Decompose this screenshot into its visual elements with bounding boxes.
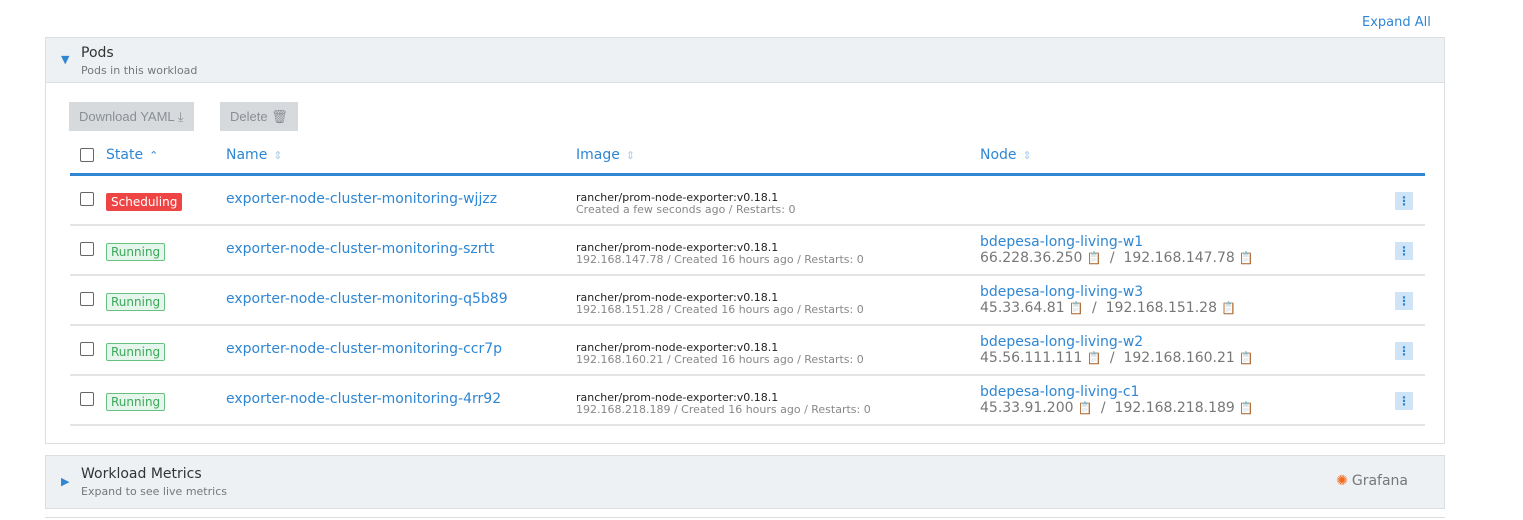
public-ip: 66.228.36.250 xyxy=(980,250,1083,266)
sort-icon: ⇕ xyxy=(273,149,283,162)
image-name: rancher/prom-node-exporter:v0.18.1 xyxy=(576,291,779,304)
row-checkbox[interactable] xyxy=(80,392,94,406)
table-row: Running exporter-node-cluster-monitoring… xyxy=(70,276,1425,326)
pods-panel-header[interactable]: ▼ Pods Pods in this workload xyxy=(46,38,1444,83)
copy-icon[interactable]: 📋 xyxy=(1068,301,1084,315)
pod-name-link[interactable]: exporter-node-cluster-monitoring-ccr7p xyxy=(226,341,503,357)
row-actions-button[interactable]: ⋮ xyxy=(1395,242,1413,260)
node-link[interactable]: bdepesa-long-living-w1 xyxy=(980,234,1144,250)
caret-right-icon[interactable]: ▶ xyxy=(61,475,70,488)
private-ip: 192.168.160.21 xyxy=(1123,350,1235,366)
sort-icon: ⌃ xyxy=(149,149,159,162)
delete-label: Delete xyxy=(230,109,268,124)
state-header-label: State xyxy=(106,147,144,163)
download-yaml-button[interactable]: Download YAML ⤓ xyxy=(69,102,194,131)
sort-icon: ⇕ xyxy=(625,149,636,162)
pod-detail: 192.168.147.78 / Created 16 hours ago / … xyxy=(576,253,864,266)
workload-metrics-panel: ▶ Workload Metrics Expand to see live me… xyxy=(45,455,1445,509)
node-ips: 45.33.64.81 📋 / 192.168.151.28 📋 xyxy=(980,300,1236,316)
row-actions-button[interactable]: ⋮ xyxy=(1395,392,1413,410)
image-name: rancher/prom-node-exporter:v0.18.1 xyxy=(576,391,779,404)
metrics-panel-header[interactable]: ▶ Workload Metrics Expand to see live me… xyxy=(46,456,1444,508)
status-badge: Scheduling xyxy=(106,193,183,211)
private-ip: 192.168.218.189 xyxy=(1114,400,1235,416)
panel-title: Pods xyxy=(81,45,114,61)
download-icon: ⤓ xyxy=(177,109,184,124)
row-actions-button[interactable]: ⋮ xyxy=(1395,192,1413,210)
download-yaml-label: Download YAML xyxy=(79,109,175,124)
image-name: rancher/prom-node-exporter:v0.18.1 xyxy=(576,191,779,204)
status-badge: Running xyxy=(106,243,166,261)
sort-icon: ⇕ xyxy=(1022,149,1032,162)
table-row: Running exporter-node-cluster-monitoring… xyxy=(70,376,1425,426)
image-header-label: Image xyxy=(576,147,620,163)
expand-all-link[interactable]: Expand All xyxy=(1362,15,1431,30)
name-header-label: Name xyxy=(226,147,268,163)
table-row: Running exporter-node-cluster-monitoring… xyxy=(70,226,1425,276)
status-badge: Running xyxy=(106,393,166,411)
node-link[interactable]: bdepesa-long-living-c1 xyxy=(980,384,1140,400)
node-ips: 45.56.111.111 📋 / 192.168.160.21 📋 xyxy=(980,350,1254,366)
panel-subtitle: Expand to see live metrics xyxy=(81,485,227,498)
divider xyxy=(45,517,1445,518)
node-link[interactable]: bdepesa-long-living-w3 xyxy=(980,284,1144,300)
header-divider xyxy=(70,173,1425,176)
copy-icon[interactable]: 📋 xyxy=(1238,401,1254,415)
private-ip: 192.168.151.28 xyxy=(1105,300,1217,316)
pod-detail: Created a few seconds ago / Restarts: 0 xyxy=(576,203,796,216)
copy-icon[interactable]: 📋 xyxy=(1220,301,1236,315)
delete-button[interactable]: Delete 🗑 xyxy=(220,102,298,131)
public-ip: 45.33.64.81 xyxy=(980,300,1065,316)
status-badge: Running xyxy=(106,343,166,361)
column-header-state[interactable]: State ⌃ xyxy=(106,147,158,163)
row-checkbox[interactable] xyxy=(80,342,94,356)
public-ip: 45.56.111.111 xyxy=(980,350,1083,366)
grafana-icon: ✺ xyxy=(1336,473,1348,489)
node-ips: 45.33.91.200 📋 / 192.168.218.189 📋 xyxy=(980,400,1254,416)
row-actions-button[interactable]: ⋮ xyxy=(1395,342,1413,360)
row-checkbox[interactable] xyxy=(80,192,94,206)
public-ip: 45.33.91.200 xyxy=(980,400,1074,416)
copy-icon[interactable]: 📋 xyxy=(1086,251,1102,265)
trash-icon: 🗑 xyxy=(271,109,288,124)
pod-detail: 192.168.218.189 / Created 16 hours ago /… xyxy=(576,403,871,416)
copy-icon[interactable]: 📋 xyxy=(1086,351,1102,365)
pod-detail: 192.168.151.28 / Created 16 hours ago / … xyxy=(576,303,864,316)
panel-title: Workload Metrics xyxy=(81,466,202,482)
image-name: rancher/prom-node-exporter:v0.18.1 xyxy=(576,341,779,354)
row-actions-button[interactable]: ⋮ xyxy=(1395,292,1413,310)
copy-icon[interactable]: 📋 xyxy=(1238,351,1254,365)
pod-name-link[interactable]: exporter-node-cluster-monitoring-4rr92 xyxy=(226,391,502,407)
grafana-link[interactable]: ✺ Grafana xyxy=(1336,473,1408,489)
caret-down-icon[interactable]: ▼ xyxy=(61,53,70,66)
column-header-name[interactable]: Name ⇕ xyxy=(226,147,283,163)
table-row: Running exporter-node-cluster-monitoring… xyxy=(70,326,1425,376)
private-ip: 192.168.147.78 xyxy=(1123,250,1235,266)
pod-detail: 192.168.160.21 / Created 16 hours ago / … xyxy=(576,353,864,366)
node-link[interactable]: bdepesa-long-living-w2 xyxy=(980,334,1144,350)
status-badge: Running xyxy=(106,293,166,311)
panel-subtitle: Pods in this workload xyxy=(81,64,198,77)
row-checkbox[interactable] xyxy=(80,242,94,256)
pod-name-link[interactable]: exporter-node-cluster-monitoring-szrtt xyxy=(226,241,495,257)
copy-icon[interactable]: 📋 xyxy=(1238,251,1254,265)
copy-icon[interactable]: 📋 xyxy=(1077,401,1093,415)
pods-panel: ▼ Pods Pods in this workload Download YA… xyxy=(45,37,1445,444)
column-header-node[interactable]: Node ⇕ xyxy=(980,147,1032,163)
grafana-label: Grafana xyxy=(1351,473,1408,489)
column-header-image[interactable]: Image ⇕ xyxy=(576,147,635,163)
row-checkbox[interactable] xyxy=(80,292,94,306)
node-header-label: Node xyxy=(980,147,1017,163)
pod-name-link[interactable]: exporter-node-cluster-monitoring-wjjzz xyxy=(226,191,498,207)
select-all-checkbox[interactable] xyxy=(80,148,94,162)
pod-name-link[interactable]: exporter-node-cluster-monitoring-q5b89 xyxy=(226,291,508,307)
table-row: Scheduling exporter-node-cluster-monitor… xyxy=(70,176,1425,226)
node-ips: 66.228.36.250 📋 / 192.168.147.78 📋 xyxy=(980,250,1254,266)
image-name: rancher/prom-node-exporter:v0.18.1 xyxy=(576,241,779,254)
